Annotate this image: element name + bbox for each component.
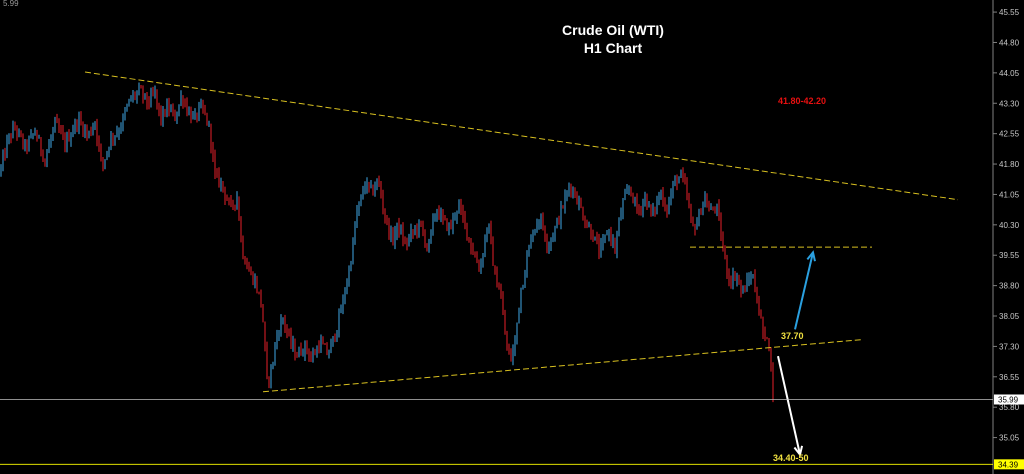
y-tick-label: 38.05 xyxy=(999,312,1020,321)
trendlines-layer xyxy=(84,71,959,393)
chart-subtitle: H1 Chart xyxy=(584,40,643,56)
candles-layer xyxy=(0,82,774,403)
lower-marker-box xyxy=(994,459,1024,470)
y-tick-label: 38.80 xyxy=(999,282,1020,291)
up-arrow xyxy=(794,252,814,330)
chart-title: Crude Oil (WTI) xyxy=(562,22,664,38)
lower-marker-label: 34.39 xyxy=(998,460,1019,469)
y-tick-label: 41.80 xyxy=(999,160,1020,169)
trendline xyxy=(262,339,864,393)
trendline xyxy=(84,71,959,201)
down-arrow xyxy=(777,355,801,455)
y-tick-label: 40.30 xyxy=(999,221,1020,230)
breakout-level-label: 37.70 xyxy=(781,331,804,341)
y-tick-label: 44.80 xyxy=(999,38,1020,47)
y-tick-label: 42.55 xyxy=(999,130,1020,139)
corner-label: 5.99 xyxy=(3,0,19,8)
y-tick-label: 37.30 xyxy=(999,342,1020,351)
current-price-label: 35.99 xyxy=(998,395,1019,404)
down-arrow-head xyxy=(793,445,804,457)
up-arrow-head xyxy=(806,250,816,262)
y-tick-label: 43.30 xyxy=(999,99,1020,108)
current-price-box xyxy=(994,394,1024,405)
arrows-layer xyxy=(777,250,816,457)
y-tick-label: 41.05 xyxy=(999,190,1020,199)
y-tick-label: 45.55 xyxy=(999,8,1020,17)
y-tick-label: 35.05 xyxy=(999,434,1020,443)
y-tick-label: 44.05 xyxy=(999,69,1020,78)
downside-target-label: 34.40-50 xyxy=(773,453,809,463)
y-tick-label: 39.55 xyxy=(999,251,1020,260)
y-tick-label: 36.55 xyxy=(999,373,1020,382)
y-tick-label: 35.80 xyxy=(999,403,1020,412)
resistance-target-label: 41.80-42.20 xyxy=(778,96,826,106)
